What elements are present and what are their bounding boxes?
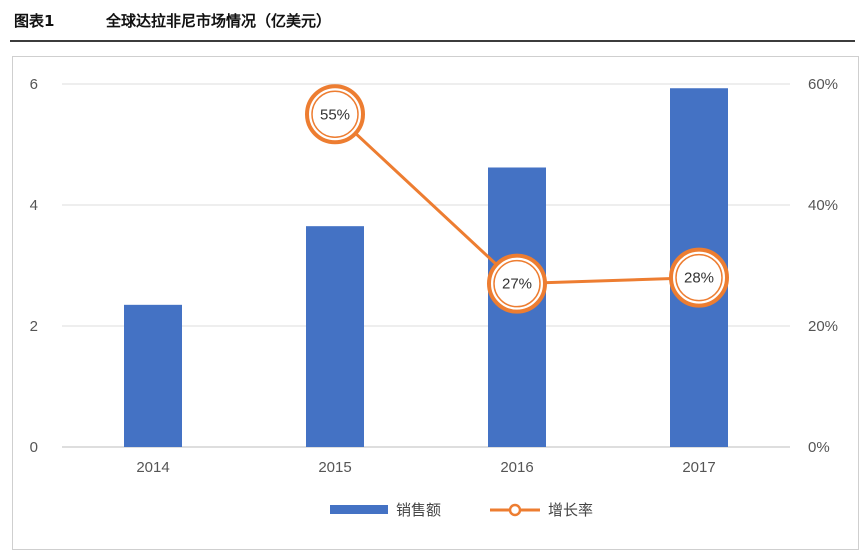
figure-header: 图表1 全球达拉非尼市场情况（亿美元） — [10, 0, 855, 42]
bar-2015 — [306, 226, 364, 447]
x-tick-label: 2016 — [500, 459, 533, 476]
x-tick-label: 2014 — [136, 459, 169, 476]
growth-marker — [669, 247, 729, 308]
legend-bar-label: 销售额 — [396, 501, 441, 519]
growth-marker-inner — [311, 90, 359, 138]
y-right-tick-label: 0% — [808, 439, 830, 456]
growth-data-label: 28% — [684, 270, 714, 287]
y-right-tick-label: 60% — [808, 76, 838, 93]
growth-data-label: 27% — [502, 276, 532, 293]
legend-bar-swatch — [330, 505, 388, 514]
y-left-tick-label: 6 — [30, 76, 38, 93]
growth-data-label: 55% — [320, 106, 350, 123]
legend-line-marker — [508, 503, 522, 517]
growth-marker — [487, 253, 547, 314]
growth-marker-inner — [675, 253, 723, 302]
growth-marker — [305, 84, 365, 145]
figure-number: 图表1 — [14, 12, 55, 30]
figure-title: 全球达拉非尼市场情况（亿美元） — [106, 12, 332, 30]
bar-2014 — [124, 304, 182, 447]
y-left-tick-label: 0 — [30, 439, 38, 456]
x-tick-label: 2015 — [318, 459, 351, 476]
y-right-tick-label: 20% — [808, 318, 838, 335]
y-left-tick-label: 2 — [30, 318, 38, 335]
y-right-tick-label: 40% — [808, 197, 838, 214]
y-left-tick-label: 4 — [30, 197, 38, 214]
growth-marker-inner — [493, 259, 541, 308]
x-tick-label: 2017 — [682, 459, 715, 476]
legend-line-label: 增长率 — [548, 501, 593, 519]
